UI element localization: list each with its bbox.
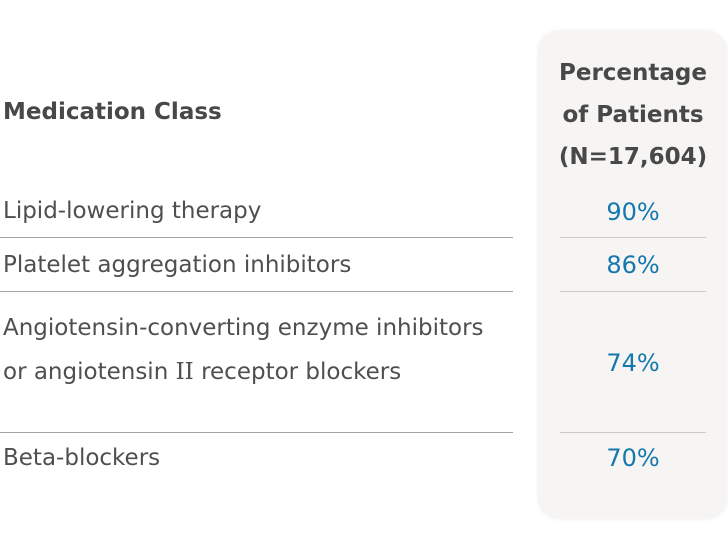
row-label-lipid-lowering: Lipid-lowering therapy bbox=[0, 185, 513, 238]
row-label-platelet-inhibitors: Platelet aggregation inhibitors bbox=[0, 238, 513, 292]
row-label-text: Lipid-lowering therapy bbox=[3, 198, 262, 224]
card-row-divider bbox=[560, 237, 706, 238]
row-label-text-pre: Angiotensin-converting enzyme inhibitors… bbox=[3, 315, 484, 385]
table-row: Platelet aggregation inhibitors 86% bbox=[0, 238, 728, 292]
column-header-percentage: Percentage of Patients (N=17,604) bbox=[538, 0, 728, 185]
column-gap bbox=[513, 238, 538, 292]
column-gap bbox=[513, 185, 538, 238]
row-value-beta-blockers: 70% bbox=[538, 433, 728, 518]
percentage-header-line-3: (N=17,604) bbox=[558, 144, 708, 170]
percentage-value: 74% bbox=[606, 348, 660, 377]
medication-class-header-label: Medication Class bbox=[3, 99, 222, 125]
percentage-value: 86% bbox=[606, 251, 660, 279]
percentage-value: 70% bbox=[606, 444, 660, 472]
column-gap bbox=[513, 0, 538, 185]
table-row: Beta-blockers 70% bbox=[0, 433, 728, 518]
card-row-divider bbox=[560, 432, 706, 433]
row-value-platelet-inhibitors: 86% bbox=[538, 238, 728, 292]
row-label-ace-arb: Angiotensin-converting enzyme inhibitors… bbox=[0, 292, 513, 433]
medication-table: Medication Class Percentage of Patients … bbox=[0, 0, 728, 518]
percentage-header-line-2: of Patients bbox=[562, 102, 704, 128]
row-value-lipid-lowering: 90% bbox=[538, 185, 728, 238]
column-gap bbox=[513, 292, 538, 433]
roman-numeral-two: II bbox=[175, 359, 194, 385]
percentage-card bbox=[538, 30, 727, 518]
row-label-text-post: receptor blockers bbox=[193, 359, 402, 385]
percentage-value: 90% bbox=[606, 197, 660, 226]
row-value-ace-arb: 74% bbox=[538, 292, 728, 433]
table-row: Lipid-lowering therapy 90% bbox=[0, 185, 728, 238]
percentage-header-line-1: Percentage bbox=[559, 60, 707, 86]
row-label-beta-blockers: Beta-blockers bbox=[0, 433, 513, 518]
table-row: Angiotensin-converting enzyme inhibitors… bbox=[0, 292, 728, 433]
column-gap bbox=[513, 433, 538, 518]
row-label-text: Beta-blockers bbox=[3, 445, 161, 471]
header-row: Medication Class Percentage of Patients … bbox=[0, 0, 728, 185]
row-label-text: Angiotensin-converting enzyme inhibitors… bbox=[3, 306, 513, 394]
card-row-divider bbox=[560, 291, 706, 292]
row-label-text: Platelet aggregation inhibitors bbox=[3, 251, 352, 278]
column-header-medication-class: Medication Class bbox=[0, 0, 513, 185]
